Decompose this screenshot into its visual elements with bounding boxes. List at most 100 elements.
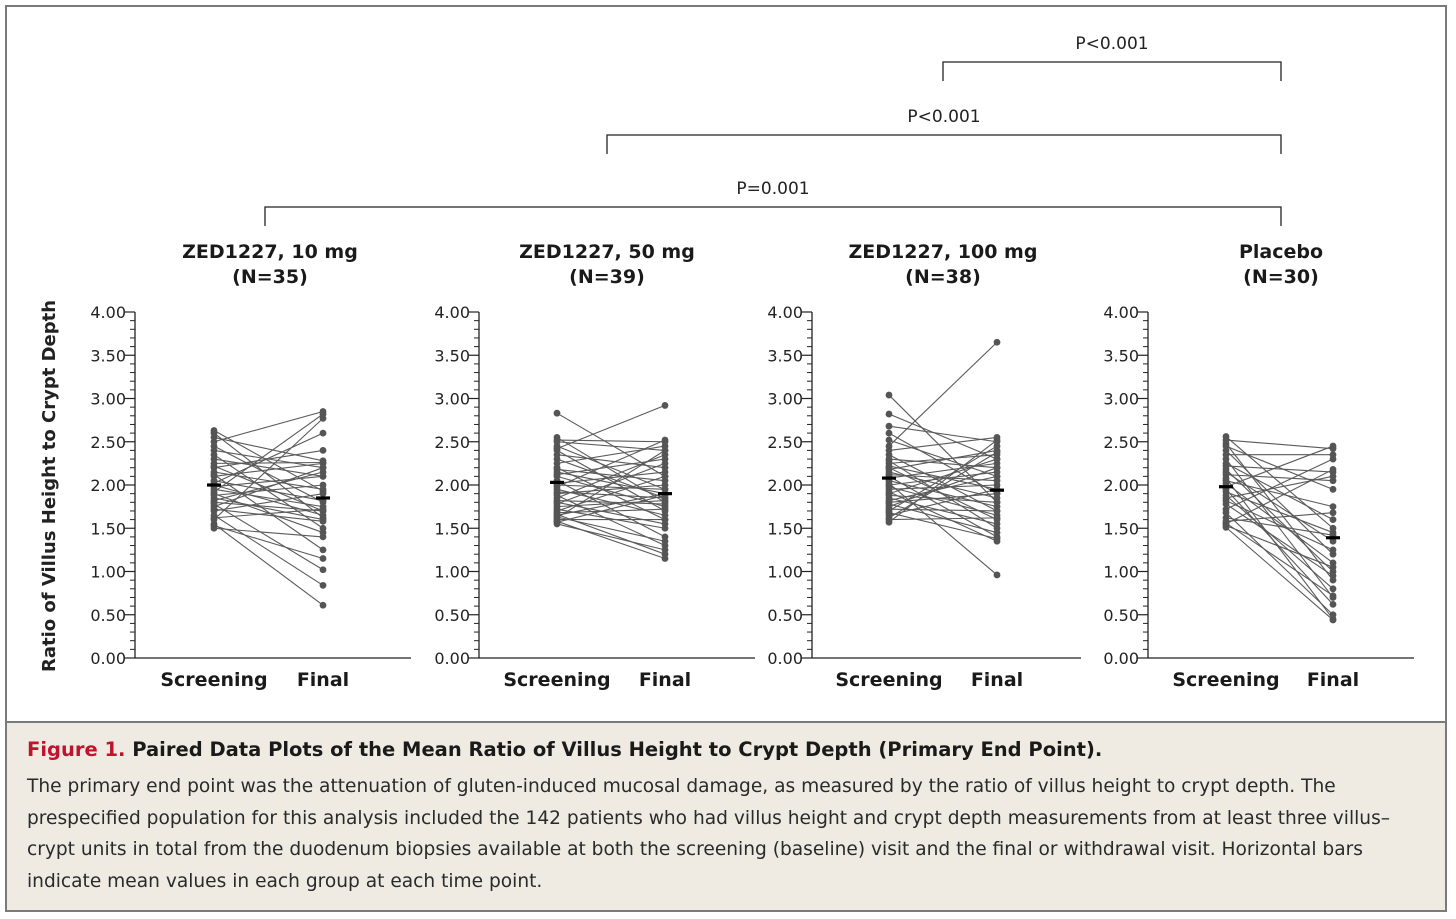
x-category-label: Screening	[503, 669, 610, 691]
pair-line	[888, 436, 998, 451]
pair-line	[1225, 462, 1334, 521]
pair-line	[213, 493, 324, 512]
y-tick-label: 0.50	[90, 606, 126, 625]
final-point	[1329, 503, 1337, 511]
y-tick-label: 1.50	[1103, 519, 1139, 538]
y-tick-label: 1.50	[767, 519, 803, 538]
pair-line	[213, 508, 324, 522]
y-tick-label: 1.50	[90, 519, 126, 538]
final-point	[661, 402, 669, 409]
screening-point	[1222, 509, 1230, 517]
screening-point	[885, 518, 893, 526]
caption-title-line: Figure 1. Paired Data Plots of the Mean …	[27, 737, 1425, 763]
pair-line	[556, 471, 666, 495]
final-point	[319, 429, 327, 437]
pair-line	[888, 462, 998, 479]
pair-line	[213, 475, 324, 488]
p-value-label: P<0.001	[1075, 34, 1148, 54]
pair-line	[213, 484, 324, 496]
y-tick-label: 3.00	[1103, 390, 1139, 409]
final-point	[319, 505, 327, 513]
panel-1: ZED1227, 10 mg (N=35) 0.00 0.50 1.00 1.50 2.00…	[90, 241, 411, 691]
screening-point	[885, 422, 893, 430]
pair-line	[1225, 475, 1334, 499]
pair-line	[556, 468, 666, 482]
pair-line	[1225, 436, 1334, 529]
pair-line	[213, 471, 324, 502]
y-tick-label: 1.00	[434, 563, 470, 582]
final-point	[993, 464, 1001, 472]
panel-4: Placebo (N=30) 0.00 0.50 1.00 1.50 2.00 2.50 3.0…	[1103, 241, 1414, 691]
pair-line	[888, 460, 998, 529]
caption-figure-label: Figure 1.	[27, 738, 126, 761]
y-axis-label: Ratio of Villus Height to Crypt Depth	[39, 300, 60, 672]
y-tick-label: 3.50	[90, 346, 126, 365]
final-point	[661, 516, 669, 523]
pair-line	[1225, 439, 1334, 450]
paired-dot-chart: P<0.001 P<0.001 P=0.001 ZED1227, 10 mg (N=3…	[39, 34, 1414, 691]
pair-line	[1225, 503, 1334, 577]
panel-3: ZED1227, 100 mg (N=38) 0.00 0.50 1.00 1.50 2.0…	[767, 241, 1081, 691]
pair-line	[888, 475, 998, 538]
pair-line	[556, 475, 666, 512]
pair-line	[1225, 482, 1334, 564]
pair-line	[1225, 512, 1334, 522]
screening-point	[885, 410, 893, 418]
final-point	[319, 481, 327, 489]
pair-line	[213, 413, 324, 493]
final-point	[319, 546, 327, 554]
pair-line	[1225, 471, 1334, 542]
pair-line	[556, 516, 666, 542]
pair-line	[1225, 500, 1334, 551]
pair-line	[213, 501, 324, 512]
final-point	[319, 447, 327, 454]
pair-line	[1225, 494, 1334, 590]
y-tick-label: 1.00	[767, 563, 803, 582]
screening-point	[885, 391, 893, 399]
final-point	[319, 414, 327, 422]
y-tick-label: 1.00	[90, 563, 126, 582]
final-point	[1329, 485, 1337, 493]
pair-line	[888, 341, 998, 447]
pair-line	[556, 500, 666, 505]
final-point	[993, 448, 1001, 456]
bracket-line	[606, 134, 1282, 154]
x-category-label: Screening	[835, 669, 942, 691]
final-point	[319, 517, 327, 525]
pair-line	[888, 413, 998, 460]
pair-line	[1225, 458, 1334, 510]
final-point	[319, 581, 327, 589]
pair-line	[888, 497, 998, 525]
pair-line	[1225, 465, 1334, 473]
figure-caption: Figure 1. Paired Data Plots of the Mean …	[7, 721, 1445, 910]
panel-n-label: (N=30)	[1243, 266, 1319, 288]
pair-line	[213, 430, 324, 492]
pair-line	[888, 458, 998, 495]
final-point	[993, 535, 1001, 543]
pair-line	[888, 493, 998, 503]
y-tick-label: 2.00	[90, 476, 126, 495]
pair-line	[213, 432, 324, 484]
final-point	[1329, 466, 1337, 473]
pair-line	[888, 454, 998, 464]
pair-line	[1225, 458, 1334, 598]
screening-point	[1222, 523, 1230, 531]
pair-line	[888, 475, 998, 502]
pair-line	[888, 445, 998, 512]
final-point	[1329, 509, 1337, 517]
final-point	[319, 566, 327, 574]
screening-point	[210, 524, 218, 532]
pair-line	[1225, 522, 1334, 597]
x-category-label: Final	[1307, 669, 1359, 691]
pair-line	[1225, 450, 1334, 555]
final-point	[661, 555, 669, 562]
final-point	[1329, 616, 1337, 624]
pair-line	[556, 439, 666, 488]
bracket-line	[942, 61, 1282, 81]
pair-line	[556, 449, 666, 519]
final-point	[319, 533, 327, 541]
y-tick-label: 3.50	[434, 346, 470, 365]
y-tick-label: 1.00	[1103, 563, 1139, 582]
y-tick-label: 4.00	[1103, 303, 1139, 322]
final-point	[661, 497, 669, 504]
